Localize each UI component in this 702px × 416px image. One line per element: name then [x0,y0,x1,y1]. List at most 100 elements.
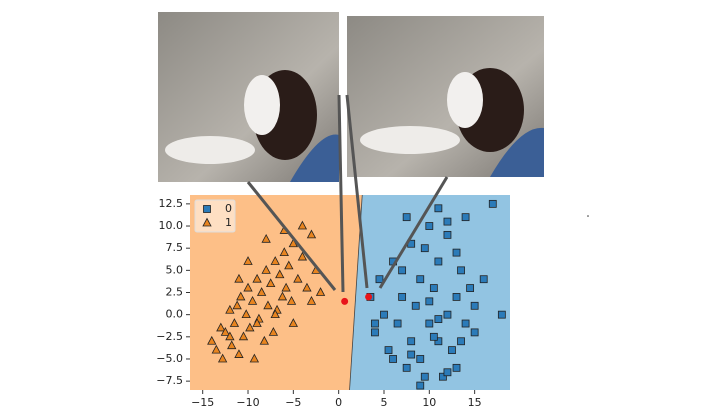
point [375,275,384,284]
point [371,319,379,328]
y-tick-label: 2.5 [166,286,184,299]
legend-label: 0 [225,202,232,215]
point [470,301,479,310]
point [443,310,452,319]
point [425,222,434,230]
point [420,244,429,253]
point [243,256,253,265]
point [261,264,271,274]
y-tick-label: 5.0 [166,263,184,276]
connector [337,94,345,293]
point [243,282,253,292]
point [232,300,242,310]
point [384,346,393,355]
point [457,266,465,275]
point [443,368,452,377]
point [452,363,461,372]
highlight-point [341,297,349,305]
photo-left [158,12,339,182]
point [416,275,425,284]
point [429,332,438,341]
point [270,256,280,265]
point [241,309,251,319]
point [281,282,291,292]
region-left [190,195,363,390]
point [279,247,289,257]
point [270,309,280,319]
point [229,318,240,327]
x-tick-label: 15 [468,396,482,409]
point [488,199,497,208]
connector [246,181,337,291]
x-tick-label: −10 [236,396,259,409]
point [234,273,244,283]
highlight-point [365,293,373,301]
region-right [349,195,510,390]
point [252,273,262,283]
point [249,353,260,363]
point [306,296,317,305]
point [402,213,411,222]
point [479,275,488,284]
point [429,284,438,292]
point [293,273,303,283]
point [425,319,434,328]
point [461,319,470,328]
point [207,335,217,345]
point [297,220,308,230]
connector [345,94,369,289]
x-tick-label: 0 [335,396,342,409]
point [286,296,297,305]
legend-marker [203,205,211,213]
point [220,327,231,336]
point [217,353,228,363]
point [425,297,434,306]
y-tick-label: 10.0 [159,219,184,232]
point [238,331,249,341]
y-tick-label: 7.5 [166,241,184,254]
photo-right [347,16,544,177]
point [434,337,443,346]
point [306,229,317,239]
point [443,217,452,226]
point [411,301,420,310]
point [389,355,397,363]
point [448,346,456,355]
connectors [246,94,449,293]
point [452,248,461,257]
point [466,284,475,292]
x-tick-label: −15 [191,396,214,409]
x-tick-label: −5 [285,396,301,409]
point [245,322,255,332]
point [457,337,465,346]
point [497,310,506,319]
point [256,287,267,296]
point [266,278,276,288]
point [371,328,379,337]
point [443,230,452,239]
y-tick-label: 12.5 [159,197,184,210]
point [302,282,312,292]
y-tick-label: −2.5 [156,330,183,343]
point [434,315,443,323]
y-tick-label: −5.0 [156,352,183,365]
point [211,344,221,354]
y-tick-label: −7.5 [156,374,183,387]
point [227,340,237,350]
point [284,260,294,270]
point [439,372,447,381]
point [261,233,271,243]
point [259,335,270,345]
y-tick-label: 0.0 [166,308,184,321]
connector [378,176,449,289]
point [434,257,443,266]
point [420,372,429,381]
point [398,293,407,301]
point [452,293,461,301]
point [461,213,470,222]
plot-area: −15 −10 −5 0 5 10 15−7.5−5.0−2.50.02.55.07.510… [156,194,510,409]
point [225,304,235,314]
point [393,319,402,328]
point [268,327,279,336]
